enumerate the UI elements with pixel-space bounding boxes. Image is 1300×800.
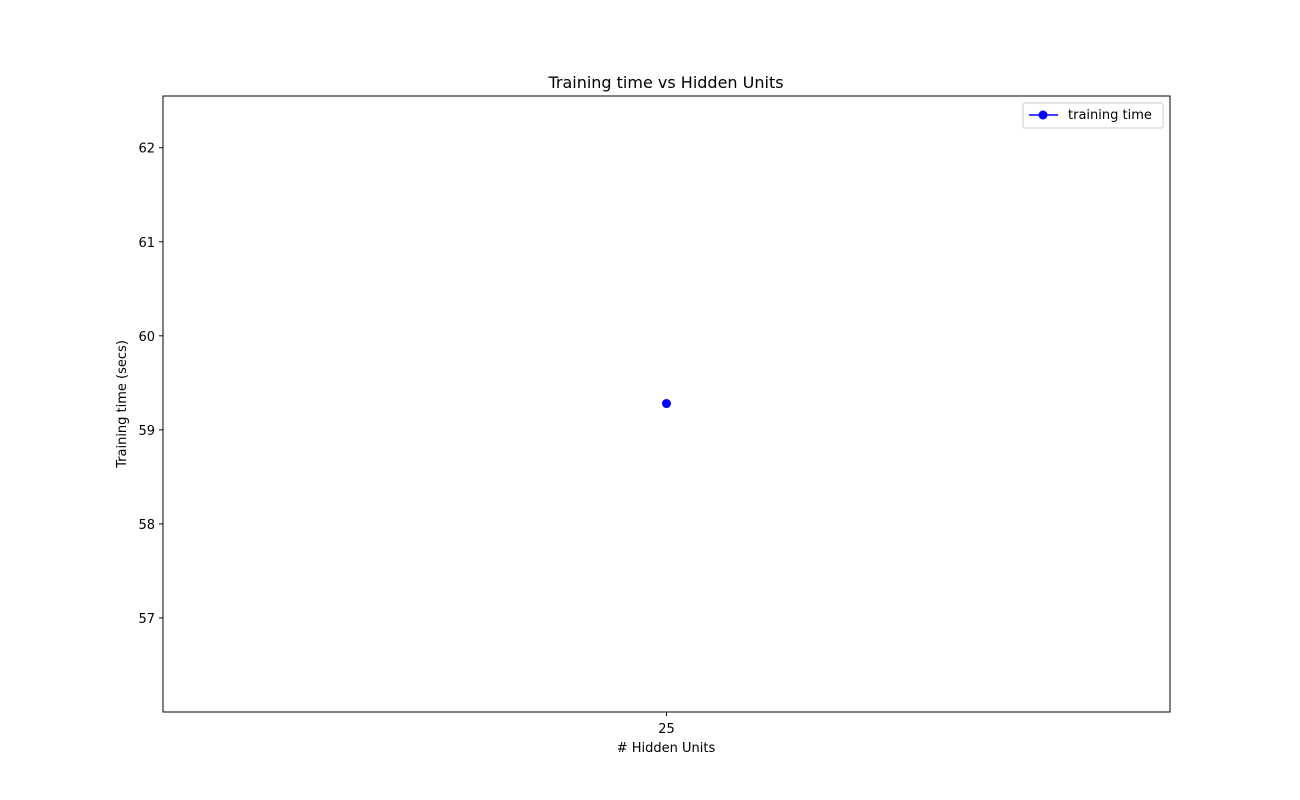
plot-area (162, 95, 1171, 713)
legend-marker-swatch (1038, 110, 1048, 120)
y-tick-label: 58 (138, 518, 155, 533)
y-axis-label: Training time (secs) (115, 340, 130, 469)
y-tick-label: 62 (138, 142, 155, 157)
legend: training time (1022, 102, 1164, 129)
x-axis-label: # Hidden Units (617, 741, 716, 756)
x-axis: 25 (658, 712, 675, 737)
y-tick-label: 61 (138, 236, 155, 251)
data-point-marker (662, 399, 671, 409)
series-layer (662, 399, 671, 409)
legend-label: training time (1068, 108, 1152, 123)
y-tick-label: 60 (138, 330, 155, 345)
y-tick-label: 59 (138, 424, 155, 439)
y-axis: 57 58 59 60 61 62 (138, 142, 163, 627)
chart-title: Training time vs Hidden Units (547, 73, 783, 92)
legend-box (1022, 102, 1164, 129)
y-tick-label: 57 (138, 612, 155, 627)
x-tick-label: 25 (658, 722, 675, 737)
